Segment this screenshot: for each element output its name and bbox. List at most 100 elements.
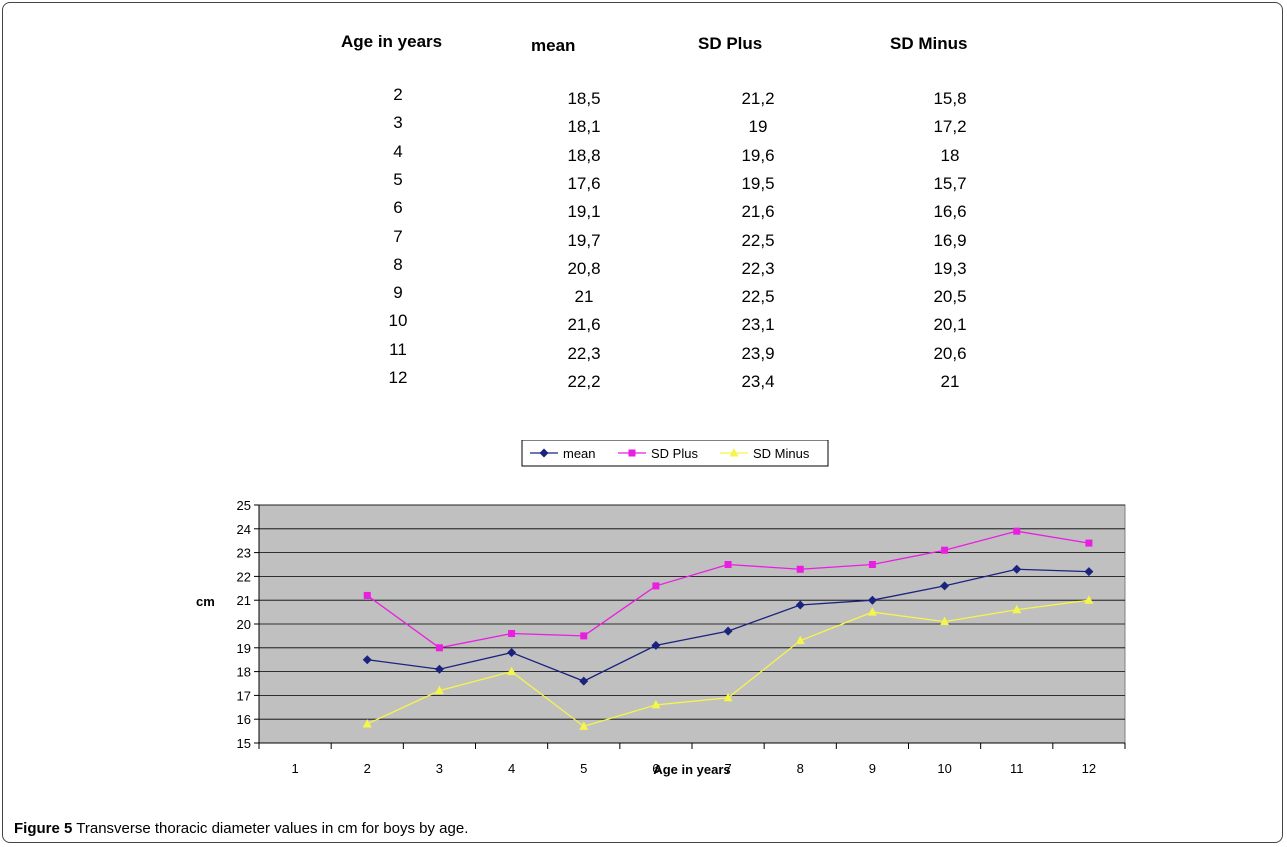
- series-mean: [362, 564, 1094, 686]
- caption-label: Figure 5: [14, 820, 73, 837]
- y-tick-label: 16: [237, 712, 251, 727]
- data-point: [434, 685, 444, 695]
- table-cell: 21,6: [741, 202, 775, 222]
- chart-legend: mean SD Plus SD Minus: [521, 440, 829, 467]
- table-cell: 20,1: [933, 315, 967, 335]
- table-cell-age: 8: [393, 254, 403, 274]
- data-point: [724, 561, 732, 568]
- data-point: [580, 632, 588, 640]
- data-point: [1012, 564, 1022, 574]
- table-cell: 23,1: [741, 315, 775, 335]
- x-tick-label: 2: [364, 761, 371, 776]
- table-cell-age: 11: [389, 339, 407, 359]
- y-tick-label: 20: [237, 617, 251, 632]
- data-point: [940, 616, 950, 626]
- data-point: [795, 635, 805, 645]
- data-point: [651, 699, 661, 709]
- data-point: [651, 640, 661, 650]
- table-cell: 20,6: [933, 343, 967, 363]
- data-point: [508, 630, 516, 638]
- table-cell: 18,5: [567, 89, 601, 108]
- y-tick-label: 15: [237, 736, 251, 751]
- x-tick-label: 6: [652, 761, 659, 776]
- data-point: [1084, 567, 1094, 577]
- table-cell-age: 6: [393, 198, 403, 218]
- data-point: [362, 655, 372, 665]
- table-cell: 21,2: [741, 89, 775, 108]
- data-point: [941, 546, 949, 554]
- legend-label: SD Plus: [651, 446, 698, 461]
- data-point: [729, 448, 739, 457]
- table-header-age: Age in years: [341, 32, 443, 51]
- data-point: [579, 721, 589, 730]
- y-tick-label: 19: [237, 641, 251, 656]
- table-cell: 18: [940, 145, 960, 165]
- y-tick-label: 18: [237, 665, 251, 680]
- table-cell-age: 3: [393, 113, 403, 133]
- table-header-sd-plus: SD Plus: [698, 34, 763, 53]
- y-tick-label: 24: [237, 522, 251, 537]
- data-point: [363, 591, 371, 599]
- data-table: Age in years mean SD Plus SD Minus 2 18,5…: [0, 0, 1287, 400]
- data-point: [1085, 539, 1093, 547]
- table-cell: 16,6: [933, 202, 967, 222]
- data-point: [579, 676, 589, 686]
- y-tick-label: 22: [237, 569, 251, 584]
- data-point: [1084, 595, 1094, 604]
- line-chart: mean SD Plus SD Minus 15161718192021222324…: [196, 440, 1126, 777]
- x-tick-label: 5: [580, 761, 587, 776]
- x-tick-label: 10: [937, 761, 951, 776]
- table-cell: 15,8: [933, 89, 967, 108]
- table-cell: 19,3: [933, 258, 967, 278]
- table-cell-age: 2: [393, 85, 403, 104]
- table-cell: 21: [940, 372, 960, 391]
- table-header-sd-minus: SD Minus: [890, 34, 968, 53]
- data-point: [723, 626, 733, 636]
- data-point: [507, 666, 517, 676]
- data-point: [1012, 604, 1022, 614]
- table-cell-age: 5: [393, 169, 403, 189]
- table-cell: 22,2: [567, 372, 601, 391]
- table-cell: 17,6: [567, 173, 601, 193]
- table-cell: 19,1: [567, 202, 601, 222]
- figure-caption: Figure 5 Transverse thoracic diameter va…: [14, 820, 468, 837]
- data-point: [434, 664, 444, 674]
- table-header-mean: mean: [531, 36, 576, 55]
- series-sd-plus: [363, 527, 1093, 652]
- table-cell: 17,2: [933, 117, 967, 137]
- data-point: [795, 600, 805, 610]
- x-tick-label: 12: [1082, 761, 1096, 776]
- legend-label: SD Minus: [753, 446, 810, 461]
- y-tick-label: 25: [237, 498, 251, 513]
- table-cell-age: 10: [388, 311, 408, 331]
- data-point: [868, 561, 876, 568]
- table-cell: 21,6: [567, 315, 601, 335]
- table-cell: 15,7: [933, 173, 967, 193]
- x-axis-label: Age in years: [653, 762, 730, 777]
- x-tick-label: 8: [797, 761, 804, 776]
- data-point: [867, 607, 877, 616]
- table-cell: 20,8: [567, 258, 601, 278]
- legend-box: [521, 440, 829, 467]
- data-point: [1013, 527, 1021, 535]
- table-cell: 19,6: [741, 145, 775, 165]
- data-point: [539, 448, 549, 458]
- table-cell: 19: [748, 117, 768, 137]
- data-point: [723, 692, 733, 702]
- y-tick-label: 23: [237, 546, 251, 561]
- data-point: [796, 565, 804, 573]
- table-cell-age: 4: [393, 141, 403, 161]
- caption-text: Transverse thoracic diameter values in c…: [72, 820, 469, 837]
- table-cell: 21: [574, 287, 594, 307]
- x-tick-label: 9: [869, 761, 876, 776]
- data-point: [628, 449, 636, 457]
- data-point: [507, 648, 517, 658]
- table-cell: 19,7: [567, 230, 601, 250]
- y-tick-label: 17: [237, 688, 251, 703]
- table-cell: 22,5: [741, 287, 775, 307]
- legend-label: mean: [563, 446, 596, 461]
- data-point: [867, 595, 877, 605]
- series-sd-minus: [362, 595, 1094, 730]
